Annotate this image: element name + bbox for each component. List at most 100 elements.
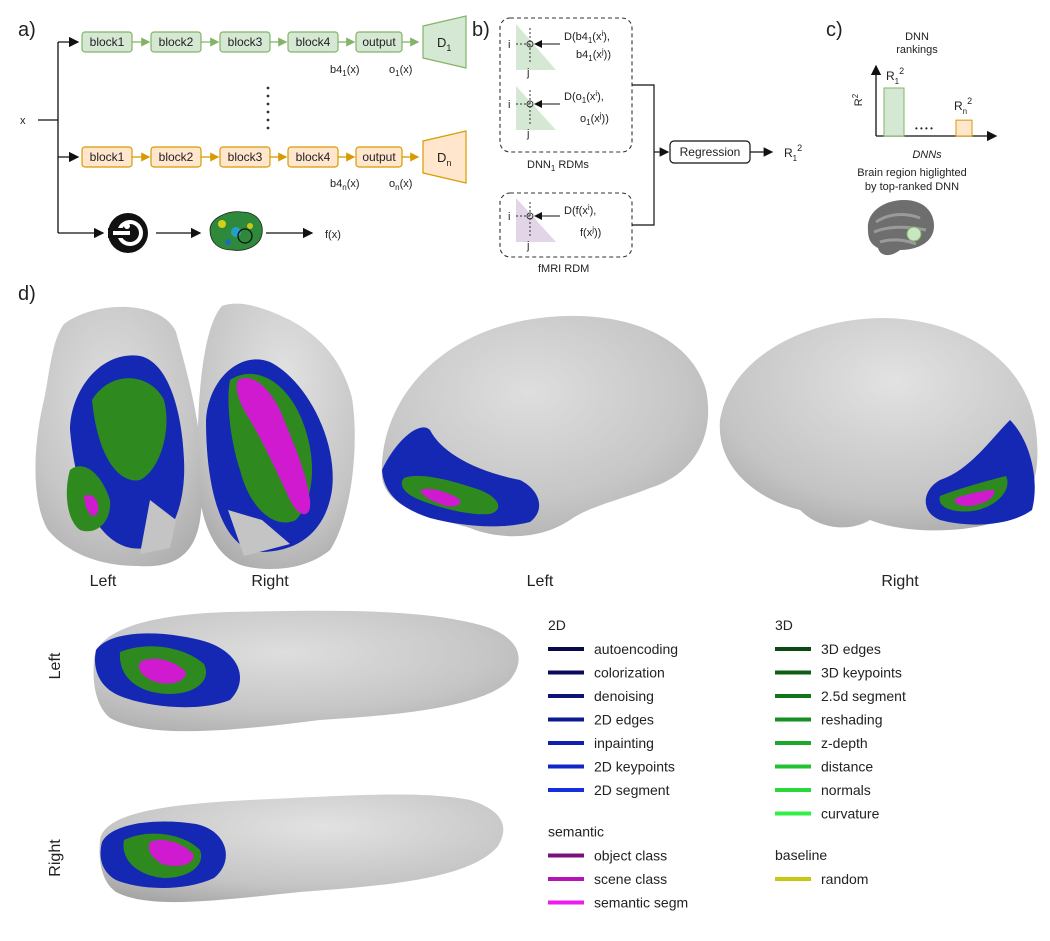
ranking-bar-1 xyxy=(883,87,905,137)
rdm3-formula-line1: D(f(xi), xyxy=(564,203,596,217)
mri-scanner-icon xyxy=(108,213,148,253)
dnnn-block1-label: block1 xyxy=(90,150,125,164)
rdm3-index-j: j xyxy=(526,240,529,252)
branch-lines xyxy=(38,36,105,239)
rdm2-formula-line2: o1(xj)) xyxy=(580,111,609,127)
dnn1-block3-label: block3 xyxy=(228,35,263,49)
rdm2-formula-line1: D(o1(xi), xyxy=(564,89,604,105)
rdm1-formula-line2: b41(xj)) xyxy=(576,47,611,63)
lateral-right-label: Right xyxy=(881,573,919,590)
ranking-bar-n xyxy=(955,119,973,137)
rdm1-formula-line1: D(b41(xi), xyxy=(564,29,610,45)
bars-ellipsis: • • • • xyxy=(915,124,933,133)
legend-item-2D-segment: 2D segment xyxy=(594,782,670,798)
dnn1-block2-label: block2 xyxy=(159,35,194,49)
brain-caption-line2: by top-ranked DNN xyxy=(865,181,959,193)
legend-item-inpainting: inpainting xyxy=(594,735,654,751)
legend-item-random: random xyxy=(821,871,868,887)
legend-group-baseline: baseline xyxy=(775,847,827,863)
legend-item-z-depth: z-depth xyxy=(821,735,868,751)
o-1-label: o1(x) xyxy=(389,64,412,78)
dn-label: Dn xyxy=(437,150,451,168)
legend-group-3D: 3D xyxy=(775,617,793,633)
ventral-right-label: Right xyxy=(47,839,64,877)
legend-item-reshading: reshading xyxy=(821,712,883,728)
rankings-title-line2: rankings xyxy=(896,44,938,56)
brain-posterior-right xyxy=(197,303,355,569)
discriminator-d1 xyxy=(422,15,467,69)
brain-ventral-right xyxy=(99,794,504,903)
legend-swatch-autoencoding xyxy=(548,647,584,651)
legend-item-2D-edges: 2D edges xyxy=(594,712,654,728)
legend-swatch-2-5d-segment xyxy=(775,694,811,698)
discriminator-dn xyxy=(422,130,467,184)
dnn-rdm-caption: DNN1 RDMs xyxy=(527,159,589,173)
panel-a-label: a) xyxy=(18,19,36,41)
rdm1-index-j: j xyxy=(526,67,529,79)
rankings-title-line1: DNN xyxy=(905,31,929,43)
fmri-output-label: f(x) xyxy=(325,229,341,241)
legend-item-colorization: colorization xyxy=(594,665,665,681)
panel-b-label: b) xyxy=(472,19,490,41)
rankings-ylabel: R2 xyxy=(851,93,865,106)
legend-item-distance: distance xyxy=(821,759,873,775)
dnnn-block2-label: block2 xyxy=(159,150,194,164)
input-x-label: x xyxy=(20,115,26,127)
fmri-brain-icon xyxy=(209,211,263,251)
legend-item-object-class: object class xyxy=(594,848,667,864)
legend-group-semantic: semantic xyxy=(548,824,604,840)
b4-1-label: b41(x) xyxy=(330,64,360,78)
rdm2-index-i: i xyxy=(508,99,510,111)
barn-label: Rn2 xyxy=(954,96,972,116)
legend-item-3D-edges: 3D edges xyxy=(821,641,881,657)
legend-swatch-2D-edges xyxy=(548,717,584,722)
rdm3-formula-line2: f(xj)) xyxy=(580,225,601,239)
regression-box xyxy=(669,140,751,164)
dnnn-block4-label: block4 xyxy=(296,150,331,164)
panel-d-label: d) xyxy=(18,283,36,305)
panel-c-label: c) xyxy=(826,19,843,41)
posterior-left-label: Left xyxy=(90,573,117,590)
rdm2-index-j: j xyxy=(526,128,529,140)
brain-posterior-left xyxy=(35,306,203,567)
regression-connectors xyxy=(632,84,774,226)
legend-swatch-z-depth xyxy=(775,741,811,745)
legend-swatch-2D-keypoints xyxy=(548,764,584,769)
posterior-right-label: Right xyxy=(251,573,289,590)
legend-swatch-inpainting xyxy=(548,741,584,745)
legend-swatch-3D-keypoints xyxy=(775,670,811,675)
brain-lateral-left xyxy=(381,315,709,537)
rdm-matrix-1 xyxy=(516,24,560,70)
rankings-xlabel: DNNs xyxy=(912,149,942,161)
pipelines-ellipsis xyxy=(266,86,270,130)
lateral-left-label: Left xyxy=(527,573,554,590)
bar1-label: R12 xyxy=(886,66,904,86)
highlighted-brain-icon xyxy=(867,200,934,256)
brain-caption-line1: Brain region higlighted xyxy=(857,167,966,179)
legend-item-2D-keypoints: 2D keypoints xyxy=(594,759,675,775)
dnn1-pipeline: block1 block2 block3 block4 output xyxy=(81,31,420,53)
legend-group-2D: 2D xyxy=(548,617,566,633)
legend-swatch-3D-edges xyxy=(775,647,811,651)
dnn1-block1-label: block1 xyxy=(90,35,125,49)
rdm1-index-i: i xyxy=(508,39,510,51)
fmri-rdm-caption: fMRI RDM xyxy=(538,263,589,275)
legend-item-denoising: denoising xyxy=(594,688,654,704)
rdm3-index-i: i xyxy=(508,211,510,223)
d1-label: D1 xyxy=(437,35,451,53)
legend-item-semantic-segm: semantic segm xyxy=(594,895,688,911)
legend-swatch-denoising xyxy=(548,694,584,698)
r-squared-output: R12 xyxy=(784,143,802,163)
legend-swatch-colorization xyxy=(548,670,584,675)
legend-swatch-normals xyxy=(775,788,811,792)
dnnn-pipeline: block1 block2 block3 block4 output xyxy=(81,146,420,168)
legend-item-normals: normals xyxy=(821,782,871,798)
legend-item-3D-keypoints: 3D keypoints xyxy=(821,665,902,681)
brain-lateral-right xyxy=(719,318,1038,531)
o-n-label: on(x) xyxy=(389,178,412,192)
brain-ventral-left xyxy=(93,610,519,732)
dnnn-output-label: output xyxy=(362,150,396,164)
legend-swatch-distance xyxy=(775,764,811,769)
legend-swatch-2D-segment xyxy=(548,788,584,792)
